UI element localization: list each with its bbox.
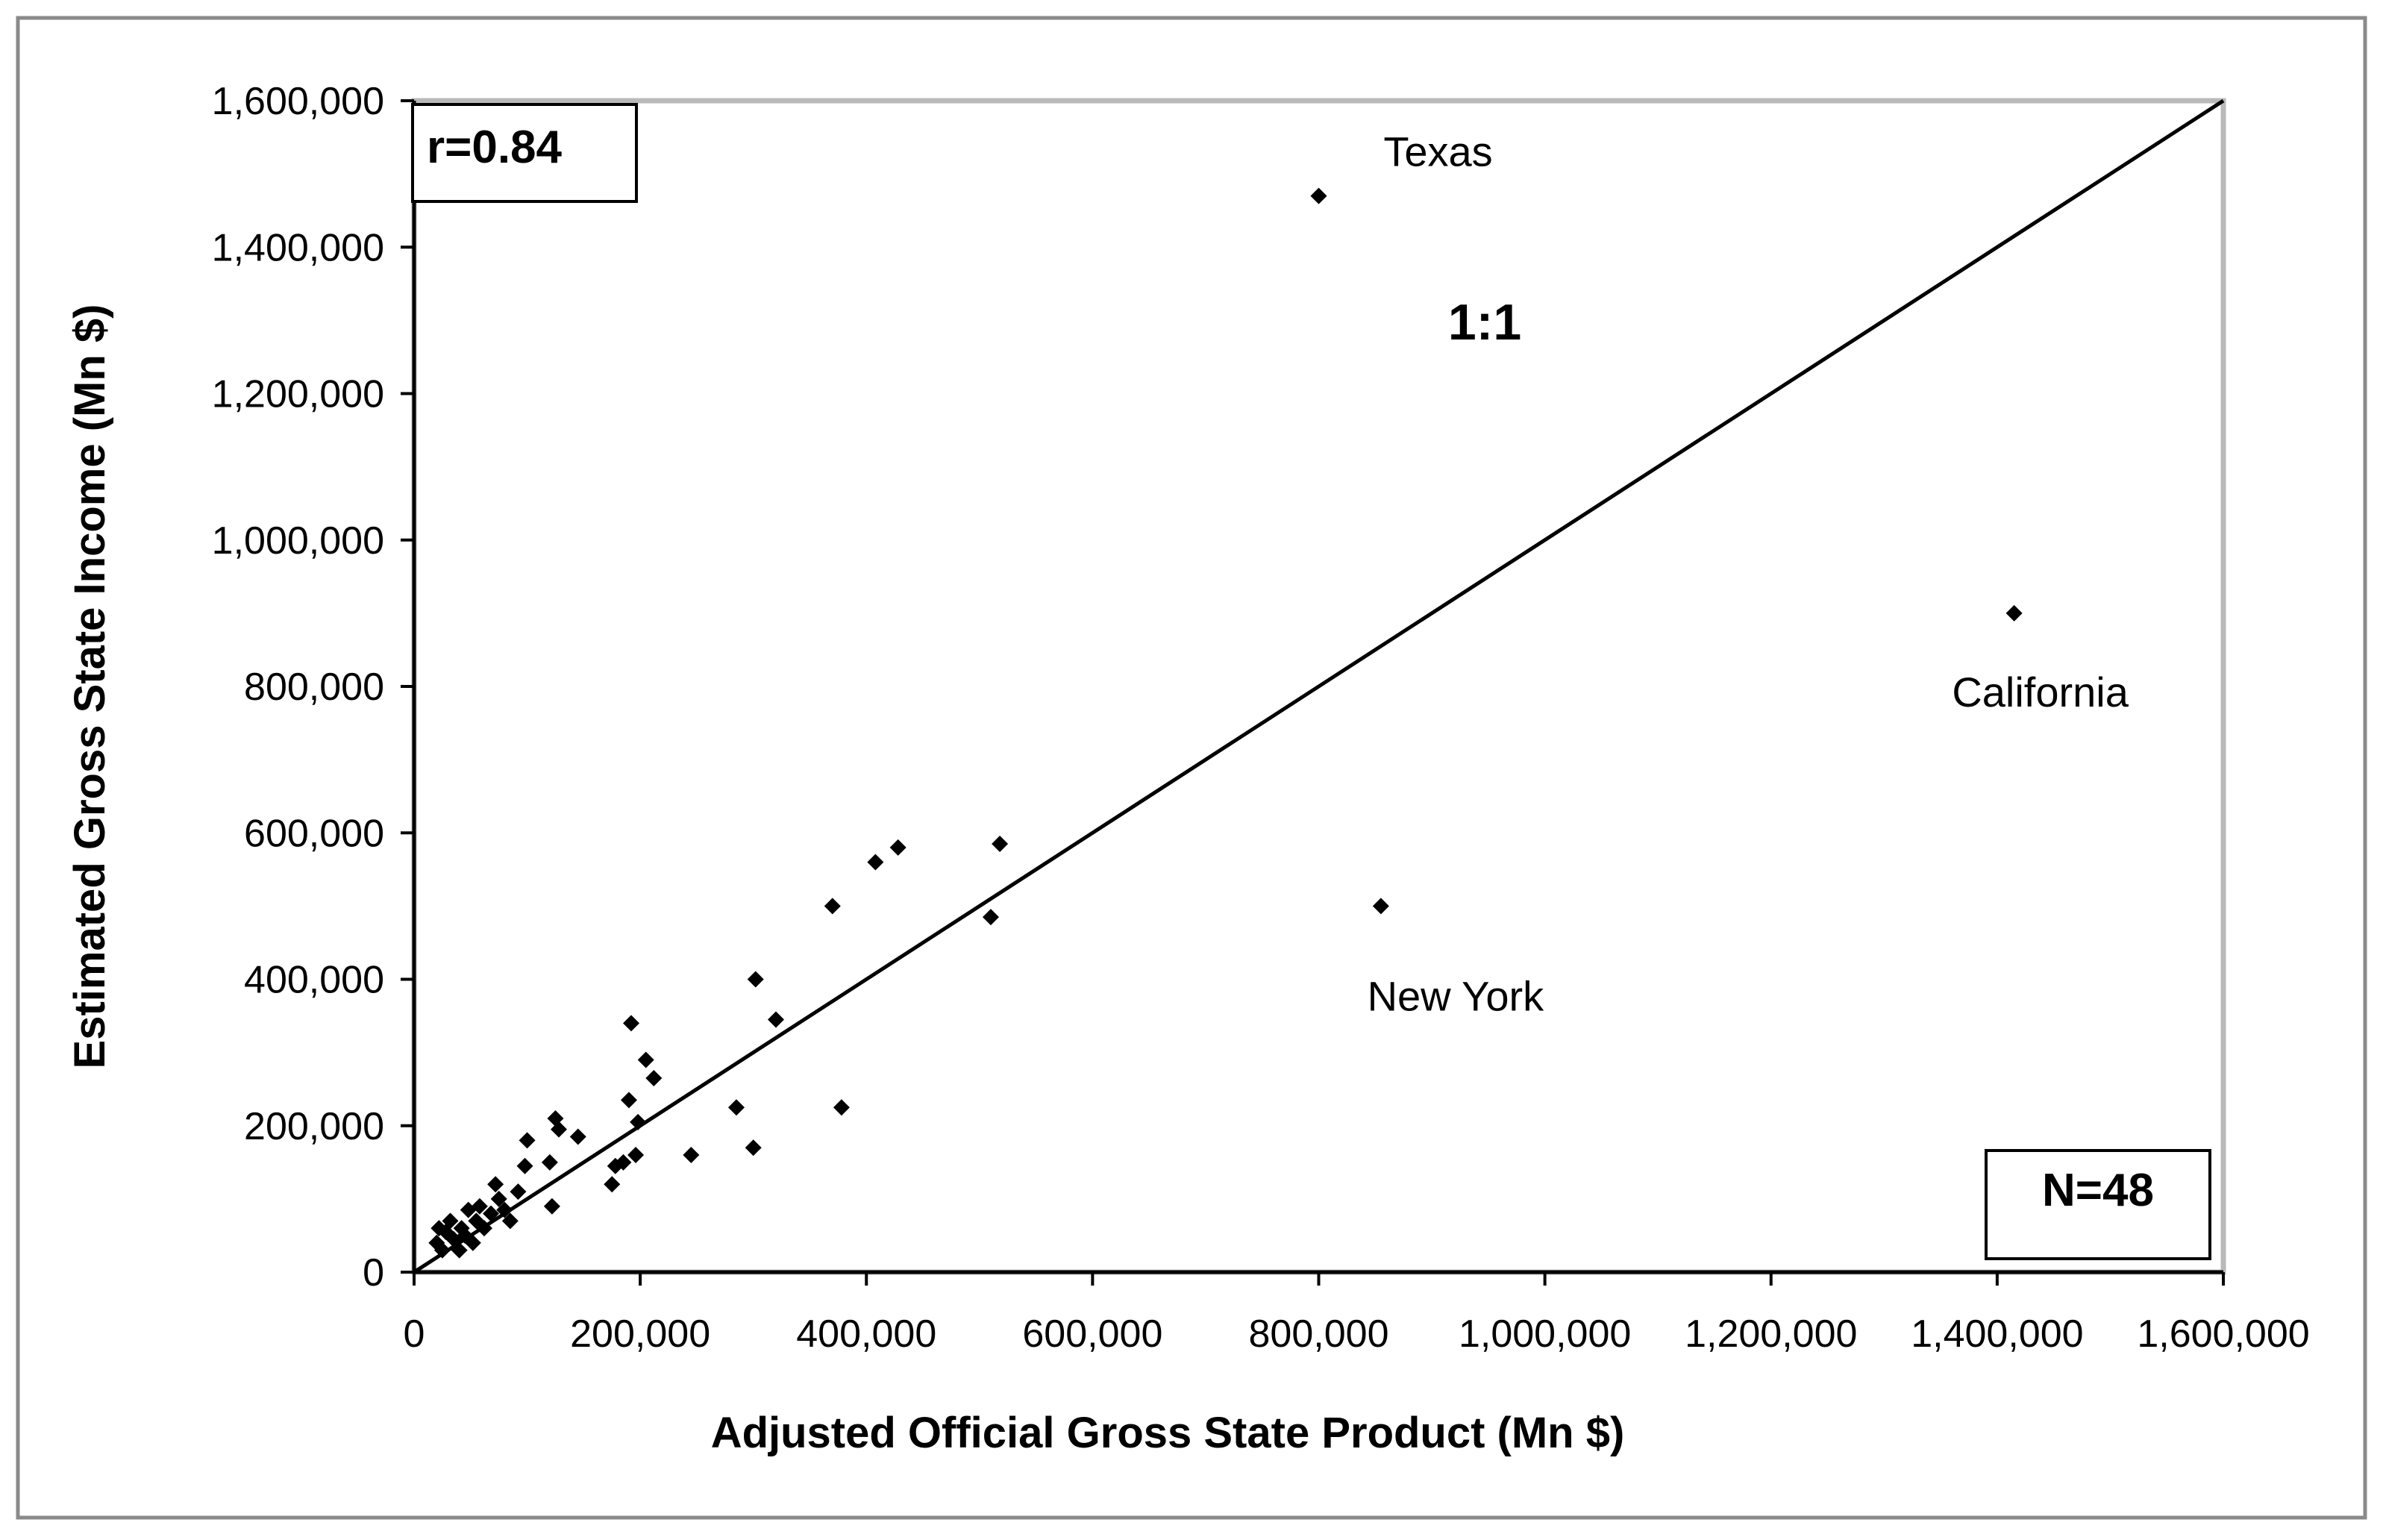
data-point bbox=[623, 1015, 639, 1032]
data-point bbox=[490, 1190, 507, 1207]
x-axis-title: Adjusted Official Gross State Product (M… bbox=[711, 1409, 1625, 1457]
data-point bbox=[483, 1205, 500, 1222]
data-point bbox=[541, 1154, 558, 1171]
data-point bbox=[627, 1147, 645, 1163]
data-point bbox=[683, 1147, 700, 1163]
data-points bbox=[428, 187, 2023, 1259]
data-point bbox=[442, 1212, 459, 1230]
x-axis: 0 200,000 400,000 600,000 800,000 1,000,000 1,… bbox=[404, 1270, 2310, 1356]
data-point bbox=[833, 1099, 850, 1116]
data-point bbox=[501, 1212, 519, 1230]
x-tick-label: 1,000,000 bbox=[1459, 1312, 1631, 1356]
x-tick-label: 400,000 bbox=[796, 1312, 936, 1356]
point-label-california: California bbox=[1952, 669, 2129, 716]
y-axis: 0 200,000 400,000 600,000 800,000 1,000,000 1,… bbox=[212, 80, 416, 1295]
one-to-one-label: 1:1 bbox=[1448, 294, 1521, 351]
data-point bbox=[645, 1069, 663, 1086]
point-label-texas: Texas bbox=[1383, 128, 1492, 175]
data-point bbox=[889, 839, 906, 856]
data-point bbox=[551, 1121, 567, 1138]
y-tick-label: 600,000 bbox=[244, 812, 384, 855]
x-tick-label: 1,400,000 bbox=[1911, 1312, 2083, 1356]
data-point bbox=[745, 1139, 762, 1156]
data-point bbox=[487, 1176, 504, 1193]
n-stat-label: N=48 bbox=[2042, 1165, 2154, 1216]
y-tick-label: 0 bbox=[363, 1251, 384, 1295]
x-tick-label: 600,000 bbox=[1022, 1312, 1162, 1356]
data-point bbox=[768, 1011, 784, 1028]
data-point bbox=[992, 835, 1009, 852]
data-point bbox=[747, 971, 764, 988]
data-point bbox=[615, 1154, 632, 1171]
data-point bbox=[982, 909, 999, 926]
x-tick-label: 200,000 bbox=[570, 1312, 710, 1356]
data-point bbox=[510, 1183, 527, 1201]
data-point-new-york bbox=[1372, 898, 1389, 915]
x-tick-label: 1,200,000 bbox=[1685, 1312, 1857, 1356]
y-tick-label: 800,000 bbox=[244, 666, 384, 709]
y-tick-label: 400,000 bbox=[244, 959, 384, 1002]
y-tick-label: 200,000 bbox=[244, 1105, 384, 1148]
data-point bbox=[727, 1099, 745, 1116]
data-point bbox=[604, 1176, 621, 1193]
y-axis-title: Estimated Gross State Income (Mn $) bbox=[66, 304, 114, 1069]
data-point bbox=[464, 1234, 481, 1251]
y-tick-label: 1,600,000 bbox=[212, 80, 384, 123]
point-labels: Texas California New York bbox=[1368, 128, 2129, 1020]
data-point bbox=[519, 1132, 536, 1149]
n-stat-frame bbox=[1985, 1149, 2211, 1260]
data-point bbox=[620, 1092, 637, 1109]
data-point bbox=[630, 1113, 647, 1130]
data-point-texas bbox=[1310, 187, 1327, 204]
x-tick-label: 800,000 bbox=[1249, 1312, 1389, 1356]
x-tick-label: 1,600,000 bbox=[2137, 1312, 2309, 1356]
data-point bbox=[569, 1128, 586, 1145]
r-stat-box: r=0.84 bbox=[411, 103, 638, 203]
y-tick-label: 1,000,000 bbox=[212, 519, 384, 563]
data-point bbox=[471, 1198, 488, 1215]
data-point bbox=[451, 1242, 468, 1259]
data-point-california bbox=[2005, 604, 2023, 622]
data-point bbox=[824, 898, 841, 915]
y-tick-label: 1,400,000 bbox=[212, 226, 384, 269]
data-point bbox=[637, 1051, 654, 1068]
data-point bbox=[867, 854, 884, 871]
data-point bbox=[496, 1201, 513, 1218]
data-point bbox=[516, 1157, 533, 1174]
data-point bbox=[543, 1198, 560, 1215]
r-stat-frame bbox=[411, 103, 638, 203]
point-label-new-york: New York bbox=[1368, 972, 1545, 1019]
data-point bbox=[475, 1220, 492, 1237]
n-stat-box: N=48 bbox=[1985, 1149, 2211, 1260]
r-stat-label: r=0.84 bbox=[427, 122, 563, 173]
one-to-one-line bbox=[413, 98, 2225, 1274]
x-tick-label: 0 bbox=[404, 1312, 425, 1356]
y-tick-label: 1,200,000 bbox=[212, 373, 384, 416]
data-point bbox=[433, 1242, 451, 1259]
